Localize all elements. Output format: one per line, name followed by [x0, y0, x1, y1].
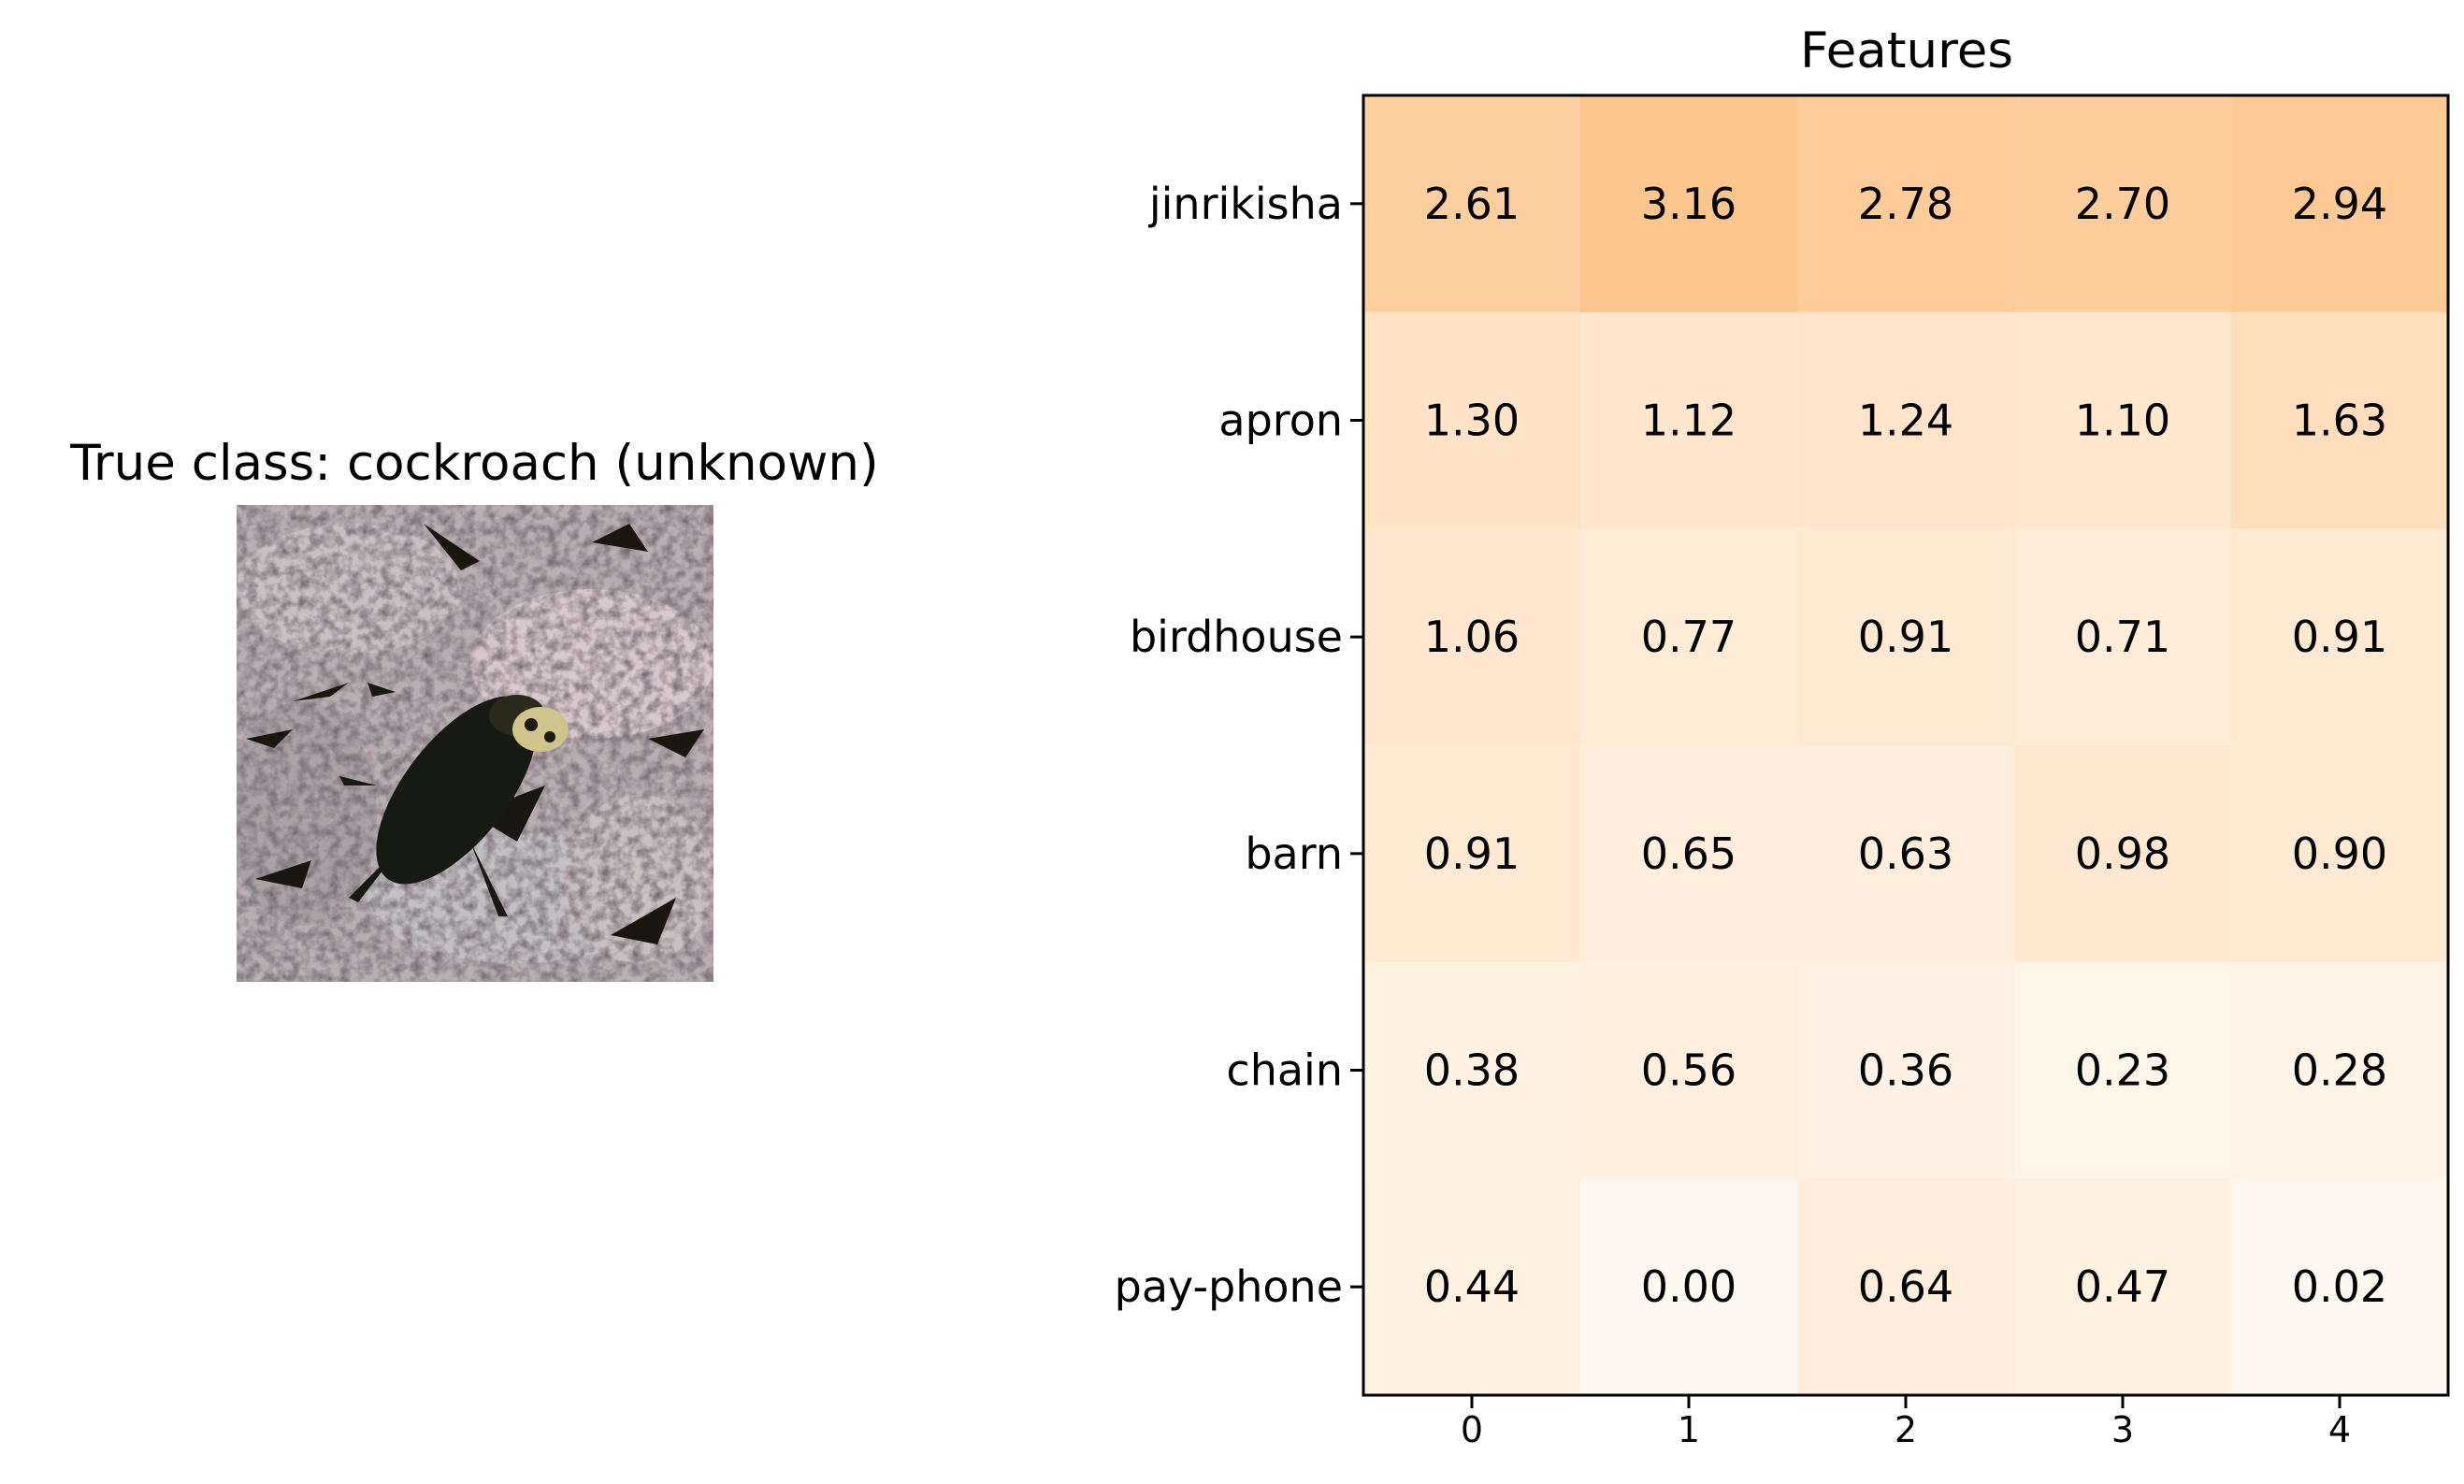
- cell-value-label: 1.10: [2075, 396, 2170, 446]
- heatmap-cells: [1363, 95, 2449, 1396]
- x-tick-label: 2: [1895, 1409, 1917, 1450]
- plot-frame: [1362, 94, 2450, 1397]
- heatmap-cell: [1797, 745, 2015, 963]
- image-title: True class: cockroach (unknown): [70, 435, 879, 492]
- heatmap-cell: [2014, 528, 2232, 746]
- cell-value-label: 0.77: [1641, 612, 1736, 662]
- heatmap-cell: [2014, 745, 2232, 963]
- heatmap-cell: [2231, 311, 2449, 529]
- cell-value-label: 0.64: [1858, 1261, 1953, 1312]
- heatmap-cell: [1363, 311, 1581, 529]
- cockroach-image: [237, 505, 713, 982]
- heatmap-cell: [2014, 1178, 2232, 1396]
- cell-value-label: 3.16: [1641, 179, 1736, 229]
- cell-value-label: 0.91: [2292, 612, 2387, 662]
- heatmap-cell: [1363, 1178, 1581, 1396]
- x-tick-label: 0: [1461, 1409, 1483, 1450]
- chart-title: Features: [1800, 22, 2013, 79]
- cell-value-label: 0.00: [1641, 1261, 1736, 1312]
- cell-value-label: 0.91: [1424, 828, 1520, 879]
- cell-value-label: 2.61: [1424, 179, 1520, 229]
- cell-value-label: 2.94: [2292, 179, 2387, 229]
- x-axis: 0 1 2 3 4: [1461, 1395, 2351, 1450]
- cell-value-label: 1.63: [2292, 396, 2387, 446]
- y-tick-label: pay-phone: [1115, 1261, 1343, 1312]
- cell-value-label: 0.98: [2075, 828, 2170, 879]
- heatmap-cell: [1580, 1178, 1798, 1396]
- heatmap-cell: [1580, 961, 1798, 1179]
- cell-value-label: 0.23: [2075, 1045, 2170, 1096]
- heatmap-cell-labels: 2.61 3.16 2.78 2.70 2.94 1.30 1.12 1.24 1.10 1.63…: [1424, 179, 2387, 1312]
- cell-value-label: 0.28: [2292, 1045, 2387, 1096]
- heatmap-cell: [1580, 311, 1798, 529]
- y-axis: jinrikisha apron birdhouse barn chain pay-pho…: [1115, 179, 1363, 1312]
- cell-value-label: 0.38: [1424, 1045, 1520, 1096]
- heatmap-cell: [1580, 745, 1798, 963]
- cell-value-label: 0.91: [1858, 612, 1953, 662]
- x-tick-label: 4: [2328, 1409, 2351, 1450]
- heatmap-cell: [2014, 311, 2232, 529]
- x-tick-label: 1: [1678, 1409, 1700, 1450]
- y-tick-label: birdhouse: [1130, 612, 1343, 662]
- cell-value-label: 1.24: [1858, 396, 1953, 446]
- heatmap-cell: [2014, 95, 2232, 313]
- heatmap-cell: [2231, 528, 2449, 746]
- cell-value-label: 0.56: [1641, 1045, 1736, 1096]
- cell-value-label: 0.36: [1858, 1045, 1953, 1096]
- heatmap-cell: [1363, 95, 1581, 313]
- heatmap-cell: [2231, 961, 2449, 1179]
- cockroach-body: [339, 683, 569, 916]
- y-tick-label: jinrikisha: [1148, 179, 1343, 229]
- heatmap-cell: [2231, 95, 2449, 313]
- cell-value-label: 0.65: [1641, 828, 1736, 879]
- cell-value-label: 1.06: [1424, 612, 1520, 662]
- cell-value-label: 0.71: [2075, 612, 2170, 662]
- heatmap-cell: [2231, 745, 2449, 963]
- cell-value-label: 1.30: [1424, 396, 1520, 446]
- heatmap-cell: [1580, 528, 1798, 746]
- y-tick-label: apron: [1218, 396, 1343, 446]
- y-tick-label: barn: [1245, 828, 1343, 879]
- heatmap-cell: [1363, 528, 1581, 746]
- y-tick-label: chain: [1226, 1045, 1343, 1096]
- cell-value-label: 0.02: [2292, 1261, 2387, 1312]
- cell-value-label: 0.44: [1424, 1261, 1520, 1312]
- heatmap-cell: [1797, 528, 2015, 746]
- heatmap-cell: [1797, 95, 2015, 313]
- cell-value-label: 2.78: [1858, 179, 1953, 229]
- heatmap-cell: [2014, 961, 2232, 1179]
- cell-value-label: 0.90: [2292, 828, 2387, 879]
- cell-value-label: 2.70: [2075, 179, 2170, 229]
- heatmap-cell: [1797, 961, 2015, 1179]
- heatmap-cell: [1797, 311, 2015, 529]
- heatmap-cell: [1363, 961, 1581, 1179]
- cell-value-label: 1.12: [1641, 396, 1736, 446]
- cell-value-label: 0.63: [1858, 828, 1953, 879]
- heatmap-cell: [1580, 95, 1798, 313]
- heatmap-cell: [2231, 1178, 2449, 1396]
- cell-value-label: 0.47: [2075, 1261, 2170, 1312]
- heatmap-cell: [1797, 1178, 2015, 1396]
- x-tick-label: 3: [2111, 1409, 2134, 1450]
- heatmap-cell: [1363, 745, 1581, 963]
